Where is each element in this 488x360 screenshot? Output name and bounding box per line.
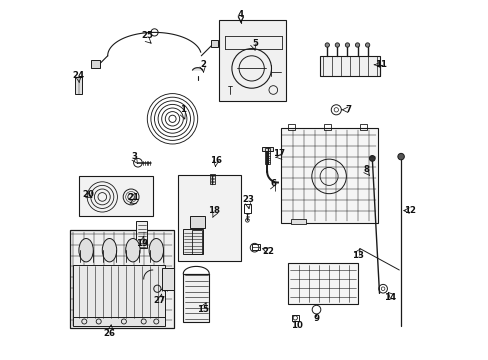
Text: 8: 8 <box>363 165 369 174</box>
Ellipse shape <box>125 238 140 262</box>
Text: 5: 5 <box>252 39 258 48</box>
Bar <box>73 265 165 319</box>
Bar <box>209 174 214 184</box>
Bar <box>70 230 174 328</box>
Bar <box>91 60 101 68</box>
Bar <box>251 244 259 250</box>
Bar <box>265 148 270 164</box>
Text: 15: 15 <box>197 305 208 314</box>
Text: 4: 4 <box>237 10 244 19</box>
Text: 27: 27 <box>154 296 165 305</box>
Bar <box>280 128 377 223</box>
Bar <box>244 204 250 213</box>
Ellipse shape <box>79 238 93 262</box>
Text: 14: 14 <box>384 292 396 302</box>
Bar <box>192 230 202 254</box>
Bar <box>162 268 174 290</box>
Text: 7: 7 <box>345 105 351 114</box>
Bar <box>359 124 366 130</box>
Text: 23: 23 <box>242 195 254 204</box>
Text: 22: 22 <box>262 248 273 256</box>
Text: 6: 6 <box>270 179 276 188</box>
Bar <box>219 20 285 101</box>
Bar <box>320 56 379 76</box>
Polygon shape <box>192 68 203 70</box>
Bar <box>183 274 209 322</box>
Bar <box>323 124 330 130</box>
Text: 10: 10 <box>290 321 302 330</box>
Text: 9: 9 <box>313 314 319 323</box>
Text: 26: 26 <box>103 328 115 338</box>
Bar <box>287 124 294 130</box>
Bar <box>136 221 147 248</box>
Bar <box>73 317 165 326</box>
Bar <box>291 315 298 321</box>
Text: 11: 11 <box>374 60 386 69</box>
Circle shape <box>345 43 349 47</box>
Text: 25: 25 <box>141 31 153 40</box>
Bar <box>79 176 152 216</box>
Text: 18: 18 <box>207 206 220 215</box>
Ellipse shape <box>149 238 163 262</box>
Bar <box>261 147 272 151</box>
Ellipse shape <box>102 238 117 262</box>
Text: 20: 20 <box>82 190 94 199</box>
Text: 1: 1 <box>180 105 186 114</box>
Bar <box>178 175 241 261</box>
Bar <box>183 229 203 254</box>
Bar <box>291 219 305 224</box>
Bar <box>211 40 218 47</box>
Text: 19: 19 <box>136 238 147 248</box>
Text: 3: 3 <box>131 152 138 161</box>
Text: 17: 17 <box>272 149 284 158</box>
Circle shape <box>325 43 329 47</box>
Circle shape <box>365 43 369 47</box>
Circle shape <box>355 43 359 47</box>
Text: 2: 2 <box>200 60 205 69</box>
Circle shape <box>397 153 404 160</box>
Bar <box>190 216 204 228</box>
Text: 21: 21 <box>127 194 139 202</box>
Circle shape <box>335 43 339 47</box>
Text: 12: 12 <box>403 206 415 215</box>
Text: 13: 13 <box>351 251 363 260</box>
Bar <box>287 263 357 304</box>
Bar <box>75 77 82 94</box>
Text: 24: 24 <box>72 71 84 80</box>
Text: 16: 16 <box>209 156 221 165</box>
Circle shape <box>368 156 374 161</box>
